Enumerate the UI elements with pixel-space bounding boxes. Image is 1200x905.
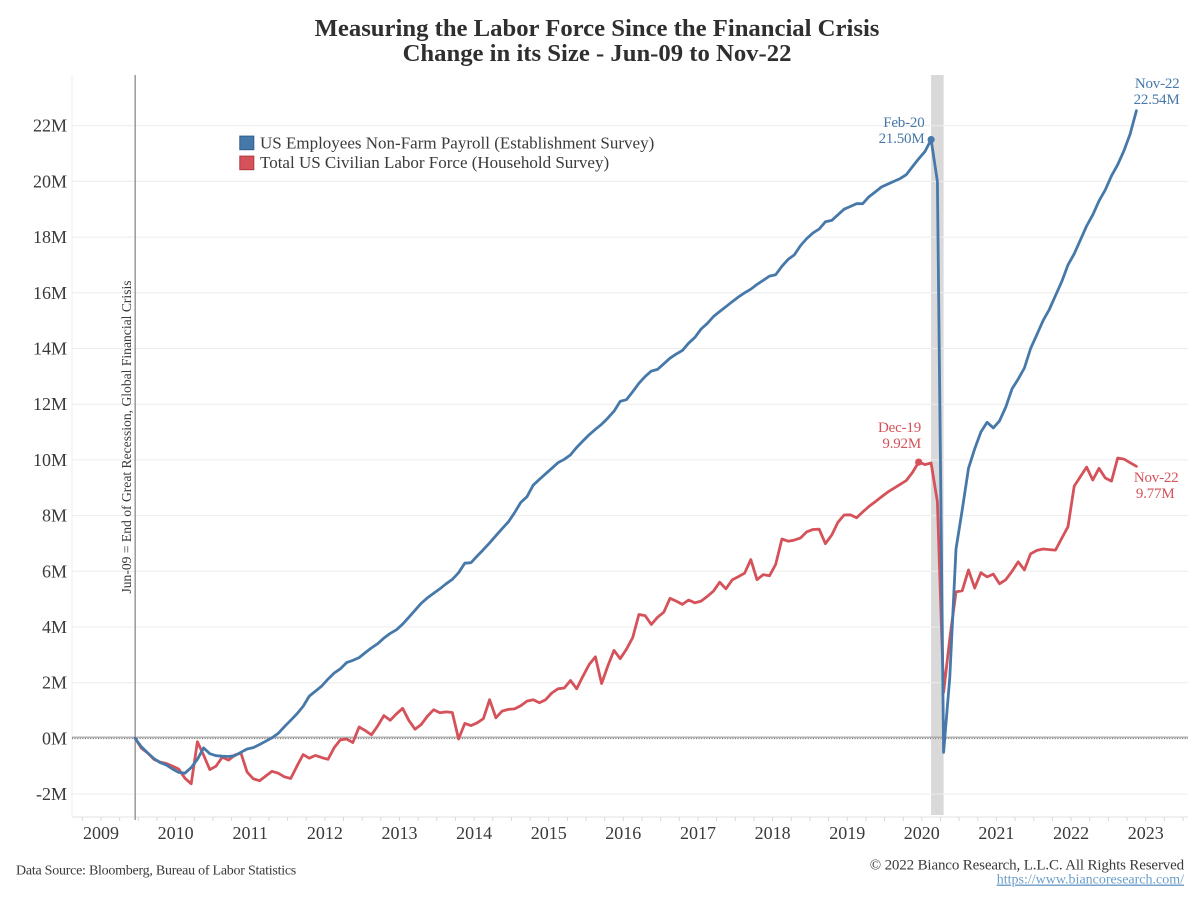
svg-text:2020: 2020 — [904, 823, 940, 843]
svg-text:9.77M: 9.77M — [1136, 486, 1175, 502]
svg-text:https://www.biancoresearch.com: https://www.biancoresearch.com/ — [997, 873, 1184, 888]
svg-text:0M: 0M — [42, 728, 67, 748]
svg-text:© 2022 Bianco Research, L.L.C.: © 2022 Bianco Research, L.L.C. All Right… — [870, 858, 1185, 874]
svg-text:2016: 2016 — [605, 823, 641, 843]
svg-text:Feb-20: Feb-20 — [883, 115, 924, 131]
svg-text:20M: 20M — [33, 171, 67, 191]
svg-text:9.92M: 9.92M — [882, 436, 921, 452]
svg-text:6M: 6M — [42, 561, 67, 581]
svg-text:12M: 12M — [33, 394, 67, 414]
svg-text:18M: 18M — [33, 227, 67, 247]
svg-text:2M: 2M — [42, 673, 67, 693]
svg-text:2011: 2011 — [233, 823, 268, 843]
svg-text:4M: 4M — [42, 617, 67, 637]
svg-text:22M: 22M — [33, 116, 67, 136]
svg-text:Measuring the Labor Force Sinc: Measuring the Labor Force Since the Fina… — [315, 15, 880, 42]
svg-text:US Employees Non-Farm Payroll: US Employees Non-Farm Payroll (Establish… — [260, 134, 654, 153]
svg-text:2009: 2009 — [83, 823, 119, 843]
svg-text:2012: 2012 — [307, 823, 343, 843]
svg-text:22.54M: 22.54M — [1134, 92, 1180, 108]
svg-text:2013: 2013 — [382, 823, 418, 843]
svg-text:2015: 2015 — [531, 823, 567, 843]
svg-text:2023: 2023 — [1128, 823, 1164, 843]
svg-text:Change in its Size - Jun-09 to: Change in its Size - Jun-09 to Nov-22 — [403, 40, 792, 67]
svg-text:2021: 2021 — [978, 823, 1014, 843]
svg-text:2014: 2014 — [456, 823, 492, 843]
svg-text:2018: 2018 — [755, 823, 791, 843]
svg-text:Dec-19: Dec-19 — [878, 420, 921, 436]
svg-text:Jun-09 = End of Great Recessio: Jun-09 = End of Great Recession, Global … — [119, 280, 134, 593]
svg-text:21.50M: 21.50M — [879, 131, 925, 147]
svg-text:16M: 16M — [33, 283, 67, 303]
svg-text:Data Source: Bloomberg, Bureau: Data Source: Bloomberg, Bureau of Labor … — [16, 864, 296, 879]
svg-text:Total US Civilian Labor Force: Total US Civilian Labor Force (Household… — [260, 153, 609, 172]
svg-text:2019: 2019 — [829, 823, 865, 843]
svg-text:14M: 14M — [33, 339, 67, 359]
svg-text:2010: 2010 — [158, 823, 194, 843]
svg-text:2022: 2022 — [1053, 823, 1089, 843]
svg-text:Nov-22: Nov-22 — [1135, 76, 1180, 92]
svg-text:8M: 8M — [42, 506, 67, 526]
svg-text:2017: 2017 — [680, 823, 716, 843]
svg-text:Nov-22: Nov-22 — [1134, 470, 1179, 486]
svg-text:10M: 10M — [33, 450, 67, 470]
svg-text:-2M: -2M — [36, 784, 67, 804]
